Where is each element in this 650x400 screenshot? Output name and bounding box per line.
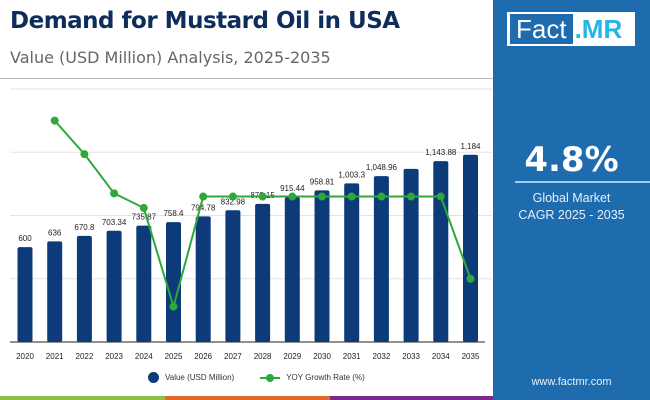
legend-bar-label: Value (USD Million): [165, 373, 235, 382]
legend-line-label: YOY Growth Rate (%): [286, 373, 365, 382]
growth-point: [228, 192, 237, 201]
growth-point: [288, 192, 297, 201]
data-label: 703.34: [102, 218, 127, 227]
legend-bar-swatch: [148, 372, 159, 383]
cagr-label: Global Market CAGR 2025 - 2035: [518, 191, 625, 222]
bar: [433, 161, 449, 342]
side-panel: Fact .MR 4.8% Global Market CAGR 2025 - 20…: [493, 0, 650, 400]
x-tick-label: 2031: [343, 352, 361, 361]
bar: [284, 197, 300, 342]
x-tick-label: 2025: [165, 352, 183, 361]
growth-point: [80, 150, 89, 159]
page-subtitle: Value (USD Million) Analysis, 2025-2035: [10, 48, 331, 67]
x-tick-label: 2035: [462, 352, 480, 361]
x-tick-label: 2027: [224, 352, 242, 361]
growth-point: [436, 192, 445, 201]
factmr-logo: Fact .MR: [507, 12, 635, 46]
cagr-value: 4.8%: [524, 140, 619, 180]
stripe-green: [0, 396, 165, 400]
growth-point: [50, 116, 59, 125]
data-label: 1,184: [460, 142, 481, 151]
data-label: 1,048.96: [366, 163, 398, 172]
growth-point: [139, 203, 148, 212]
growth-point: [377, 192, 386, 201]
bar: [403, 168, 419, 342]
website-link[interactable]: www.factmr.com: [531, 376, 612, 388]
x-tick-label: 2028: [254, 352, 272, 361]
bar: [314, 190, 330, 342]
bar: [463, 154, 478, 342]
x-tick-label: 2026: [194, 352, 212, 361]
growth-point: [407, 192, 416, 201]
legend-line-swatch: [260, 373, 281, 382]
x-tick-label: 2034: [432, 352, 450, 361]
bar: [344, 183, 360, 342]
data-label: 600: [18, 234, 32, 243]
data-label: 670.8: [74, 223, 95, 232]
data-label: 636: [48, 228, 62, 237]
bar: [195, 216, 211, 342]
bar: [47, 241, 63, 342]
x-tick-label: 2023: [105, 352, 123, 361]
bar: [225, 210, 241, 342]
data-label: 832.98: [221, 197, 246, 206]
legend: Value (USD Million) YOY Growth Rate (%): [148, 372, 365, 383]
x-tick-label: 2020: [16, 352, 34, 361]
data-label: 735.87: [132, 213, 157, 222]
x-tick-label: 2022: [76, 352, 94, 361]
growth-point: [318, 192, 326, 201]
x-tick-label: 2024: [135, 352, 153, 361]
bar: [255, 203, 271, 342]
bar: [17, 247, 33, 342]
bar: [166, 222, 181, 342]
bar: [373, 176, 389, 342]
x-tick-label: 2032: [373, 352, 391, 361]
data-label: 758.4: [163, 209, 184, 218]
growth-point: [258, 192, 267, 201]
x-tick-label: 2030: [313, 352, 331, 361]
data-label: 1,143.88: [425, 148, 457, 157]
growth-point: [466, 274, 475, 283]
header-divider: [0, 78, 493, 79]
x-tick-label: 2033: [402, 352, 420, 361]
x-tick-label: 2021: [46, 352, 64, 361]
x-tick-label: 2029: [283, 352, 301, 361]
bar: [136, 225, 152, 342]
data-label: 915.44: [280, 184, 305, 193]
data-label: 958.81: [310, 177, 335, 186]
stripe-orange: [165, 396, 330, 400]
bar: [76, 235, 92, 342]
chart: 600 2020 636 2021 670.8 2022 703.34 2023 735.87 2…: [10, 88, 492, 361]
growth-point: [169, 302, 178, 311]
stripe-purple: [330, 396, 493, 400]
data-label: 1,003.3: [338, 170, 365, 179]
growth-point: [199, 192, 208, 201]
page-title: Demand for Mustard Oil in USA: [10, 8, 400, 34]
growth-point: [347, 192, 356, 201]
bar: [106, 230, 122, 342]
growth-point: [110, 189, 119, 198]
data-label: 794.78: [191, 203, 216, 212]
cagr-divider: [515, 181, 650, 183]
